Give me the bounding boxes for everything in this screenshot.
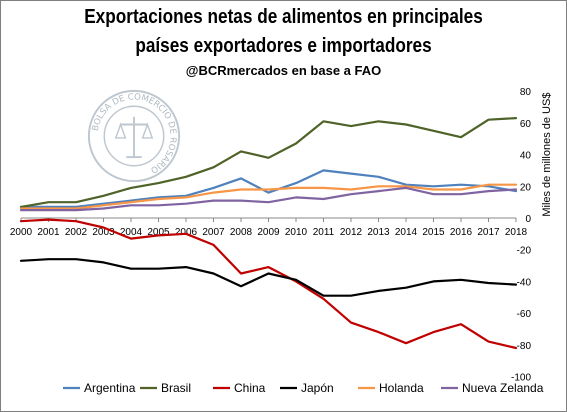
x-tick-label: 2005 [147,227,170,238]
x-tick-label: 2003 [92,227,115,238]
x-tick-label: 2012 [340,227,363,238]
y-tick-label: -20 [517,246,532,257]
x-tick-label: 2007 [202,227,225,238]
x-tick-label: 2008 [230,227,253,238]
legend-label-holanda: Holanda [379,381,424,395]
y-tick-label: -60 [517,309,532,320]
legend-label-brasil: Brasil [161,381,191,395]
chart-subtitle: @BCRmercados en base a FAO [185,63,382,78]
x-tick-label: 2009 [257,227,280,238]
x-tick-label: 2015 [422,227,445,238]
y-tick-label: 80 [520,87,532,98]
x-tick-label: 2000 [10,227,33,238]
x-tick-label: 2017 [477,227,500,238]
legend-label-japn: Japón [301,381,334,395]
legend-label-china: China [234,381,266,395]
x-tick-label: 2018 [505,227,528,238]
x-tick-label: 2013 [367,227,390,238]
y-axis-label: Miles de millones de US$ [541,93,553,217]
y-tick-label: 60 [520,119,532,130]
y-tick-label: 40 [520,151,532,162]
x-tick-label: 2002 [65,227,88,238]
series-line-argentina [19,169,518,208]
series-line-brasil [19,116,518,208]
legend-label-argentina: Argentina [84,381,136,395]
series-line-holanda [19,183,518,210]
y-tick-label: -80 [517,341,532,352]
series-line-nueva-zelanda [19,186,518,212]
chart-title-line-1: Exportaciones netas de alimentos en prin… [84,6,483,28]
plot-area: 2000 2001 2002 2003 2004 2005 2006 2007 2008 2009… [10,87,553,395]
y-tick-label: -40 [517,277,532,288]
x-tick-label: 2011 [313,227,335,238]
x-tick-label: 2004 [120,227,143,238]
x-tick-label: 2006 [175,227,198,238]
x-tick-label: 2010 [285,227,308,238]
chart-title-line-2: países exportadores e importadores [135,35,432,57]
x-tick-label: 2016 [450,227,473,238]
series-line-china [19,218,518,350]
legend-label-nueva-zelanda: Nueva Zelanda [462,381,544,395]
x-tick-label: 2014 [395,227,418,238]
bcr-logo-watermark: BOLSA DE COMERCIO DE ROSARIO [87,89,181,183]
y-tick-label: 20 [520,182,532,193]
y-tick-label: 0 [525,214,531,225]
series-line-japn [19,258,518,297]
x-tick-label: 2001 [37,227,60,238]
y-tick-label: -100 [511,373,531,384]
